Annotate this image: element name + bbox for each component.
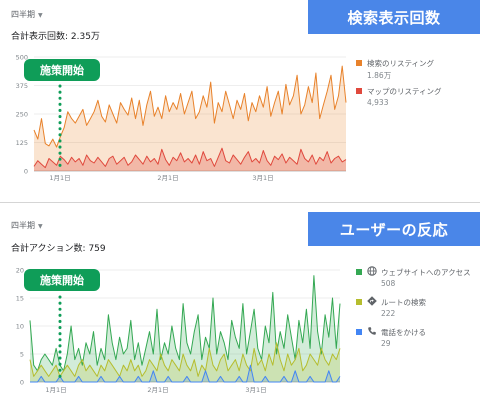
panel-banner: 検索表示回数 [308, 0, 480, 34]
legend-swatch [356, 60, 362, 66]
period-selector[interactable]: 四半期 ▼ [11, 9, 43, 20]
total-label: 合計表示回数: 2.35万 [11, 32, 100, 42]
y-tick-label: 10 [16, 323, 24, 331]
chevron-down-icon: ▼ [38, 223, 43, 230]
legend-value: 508 [381, 279, 396, 288]
series-area [34, 66, 346, 171]
y-tick-label: 15 [16, 295, 24, 303]
legend-swatch [356, 329, 362, 335]
legend-swatch [356, 299, 362, 305]
x-tick-label: 2月1日 [157, 174, 178, 182]
legend-value: 1.86万 [367, 71, 392, 80]
y-tick-label: 0 [24, 168, 28, 176]
x-tick-label: 2月1日 [147, 386, 168, 394]
x-tick-label: 3月1日 [252, 174, 273, 182]
period-label: 四半期 [11, 10, 35, 19]
y-tick-label: 20 [16, 267, 24, 275]
legend-swatch [356, 269, 362, 275]
impressions-chart: 0 125 250 375 500 1月1日 2月1日 3月1日 [16, 54, 347, 182]
y-tick-label: 375 [16, 82, 28, 90]
y-tick-label: 0 [20, 379, 24, 387]
x-tick-label: 1月1日 [45, 386, 66, 394]
legend-label: ルートの検索 [381, 298, 426, 307]
legend-label: 電話をかける [381, 328, 426, 337]
y-tick-label: 500 [16, 54, 28, 62]
series-area [30, 365, 340, 382]
total-label: 合計アクション数: 759 [11, 244, 106, 254]
legend-value: 4,933 [367, 98, 389, 107]
series-area [30, 342, 340, 382]
legend-label: 検索のリスティング [367, 59, 435, 68]
campaign-start-callout: 施策開始 [24, 269, 100, 291]
series-line [29, 342, 341, 377]
legend-label: マップのリスティング [367, 87, 442, 96]
directions-icon [367, 296, 377, 306]
panel-banner: ユーザーの反応 [308, 212, 480, 246]
impressions-panel: 四半期 ▼ 合計表示回数: 2.35万 検索表示回数 0 125 250 375 500 1… [0, 0, 480, 203]
series-line [29, 275, 341, 372]
legend-swatch [356, 88, 362, 94]
legend-value: 222 [381, 309, 396, 318]
x-tick-label: 3月1日 [245, 386, 266, 394]
legend-value: 29 [381, 339, 391, 348]
period-label: 四半期 [11, 221, 35, 230]
series-area [34, 148, 346, 171]
x-tick-label: 1月1日 [49, 174, 70, 182]
actions-chart: 0 5 10 15 20 1月1日 2月1日 3月1日 [16, 267, 341, 394]
globe-icon [367, 266, 377, 276]
series-line [33, 65, 347, 148]
campaign-start-callout: 施策開始 [24, 59, 100, 81]
period-selector[interactable]: 四半期 ▼ [11, 220, 43, 231]
phone-icon [367, 326, 377, 336]
series-line [33, 147, 347, 169]
legend-label: ウェブサイトへのアクセス [381, 268, 471, 277]
chevron-down-icon: ▼ [38, 12, 43, 19]
series-line [30, 364, 341, 383]
y-tick-label: 250 [16, 111, 28, 119]
y-tick-label: 5 [20, 351, 24, 359]
actions-panel: 四半期 ▼ 合計アクション数: 759 ユーザーの反応 0 5 10 15 20 1月1日 2… [0, 203, 480, 406]
y-tick-label: 125 [16, 139, 28, 147]
